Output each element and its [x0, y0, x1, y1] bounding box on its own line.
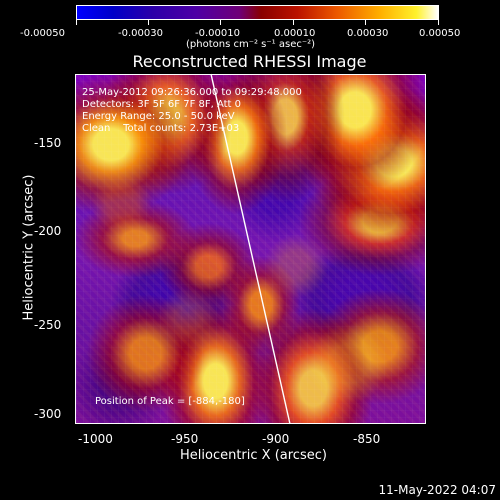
colorbar-tick [148, 20, 149, 25]
y-tick-label: -200 [34, 224, 62, 238]
x-tick-label: -900 [262, 432, 290, 446]
colorbar-tick-label-6: 0.00050 [419, 28, 461, 39]
colorbar-tick [365, 20, 366, 25]
x-tick-label: -1000 [78, 432, 113, 446]
x-axis-label: Heliocentric X (arcsec) [180, 448, 327, 463]
y-tick-label: -250 [34, 318, 62, 332]
colorbar-tick [293, 20, 294, 25]
y-axis-label: Heliocentric Y (arcsec) [21, 174, 37, 321]
colorbar-tick [76, 20, 77, 25]
footer-timestamp: 11-May-2022 04:07 [378, 483, 496, 497]
colorbar-tick-label-4: 0.00010 [274, 28, 316, 39]
x-tick-label: -850 [353, 432, 381, 446]
y-tick-label: -300 [34, 407, 62, 421]
peak-position: Position of Peak = [-884,-180] [95, 396, 245, 407]
colorbar-tick-label-3: -0.00010 [195, 28, 240, 39]
colorbar [76, 5, 439, 20]
colorbar-tick [438, 20, 439, 25]
energy-range: Energy Range: 25.0 - 50.0 keV [82, 111, 235, 122]
colorbar-tick [220, 20, 221, 25]
y-tick-label: -150 [34, 136, 62, 150]
colorbar-unit-label: (photons cm⁻² s⁻¹ asec⁻²) [186, 39, 316, 50]
plot-title: Reconstructed RHESSI Image [132, 52, 367, 71]
colorbar-tick-label-5: 0.00030 [347, 28, 389, 39]
clean-and-count-summary: Clean Total counts: 2.73E+03 [82, 123, 240, 134]
x-tick-label: -950 [171, 432, 199, 446]
detector-info: Detectors: 3F 5F 6F 7F 8F, Att 0 [82, 99, 242, 110]
colorbar-tick-label-2: -0.00030 [118, 28, 163, 39]
colorbar-tick-label-1: -0.00050 [20, 28, 65, 39]
observation-time: 25-May-2012 09:26:36.000 to 09:29:48.000 [82, 87, 302, 98]
